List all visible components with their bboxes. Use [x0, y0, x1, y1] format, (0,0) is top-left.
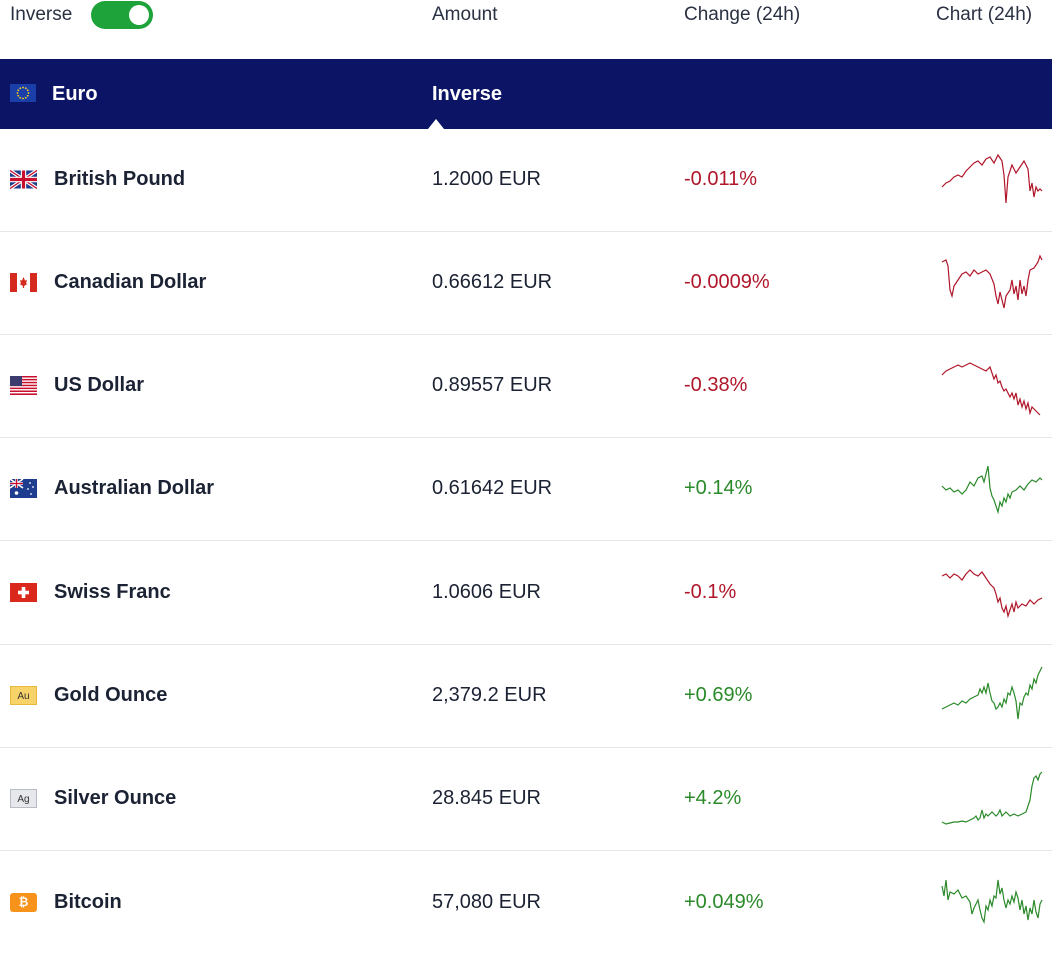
change-value: +4.2% — [684, 787, 742, 809]
base-mode-label: Inverse — [432, 83, 503, 105]
base-currency-bar[interactable]: Euro Inverse — [0, 59, 1052, 129]
flag-eu-icon — [10, 84, 36, 108]
currency-amount: 28.845 EUR — [432, 787, 541, 809]
currency-amount: 57,080 EUR — [432, 891, 541, 913]
gold-au-icon: Au — [10, 686, 37, 705]
currency-name: Silver Ounce — [54, 787, 177, 809]
change-value: -0.1% — [684, 581, 737, 603]
sparkline-chart — [941, 666, 1043, 720]
sparkline-chart — [941, 362, 1041, 416]
change-value: -0.011% — [684, 168, 758, 190]
currency-amount: 1.2000 EUR — [432, 168, 541, 190]
sparkline-chart — [941, 879, 1043, 925]
amount-column-header: Amount — [432, 4, 498, 25]
flag-us-icon — [10, 376, 37, 400]
currency-row-australian-dollar[interactable]: Australian Dollar 0.61642 EUR +0.14% — [0, 438, 1052, 541]
sparkline-chart — [941, 153, 1043, 204]
inverse-toggle[interactable] — [91, 1, 153, 29]
sparkline-chart — [941, 771, 1043, 825]
currency-amount: 0.89557 EUR — [432, 374, 553, 396]
bitcoin-icon: ₿ — [10, 893, 37, 912]
currency-row-silver-ounce[interactable]: Ag Silver Ounce 28.845 EUR +4.2% — [0, 748, 1052, 851]
sparkline-chart — [941, 254, 1043, 309]
change-value: +0.69% — [684, 684, 753, 706]
currency-amount: 1.0606 EUR — [432, 581, 541, 603]
currency-name: Bitcoin — [54, 891, 122, 913]
change-value: +0.14% — [684, 477, 753, 499]
change-value: -0.0009% — [684, 271, 770, 293]
currency-row-british-pound[interactable]: British Pound 1.2000 EUR -0.011% — [0, 129, 1052, 232]
column-indicator — [428, 119, 444, 129]
toggle-knob — [129, 5, 149, 25]
currency-amount: 0.66612 EUR — [432, 271, 553, 293]
change-column-header: Change (24h) — [684, 4, 801, 25]
inverse-label: Inverse — [10, 4, 73, 25]
currency-name: US Dollar — [54, 374, 145, 396]
sparkline-chart — [941, 569, 1043, 619]
silver-ag-icon: Ag — [10, 789, 37, 808]
currency-name: Canadian Dollar — [54, 271, 207, 293]
currency-row-swiss-franc[interactable]: Swiss Franc 1.0606 EUR -0.1% — [0, 542, 1052, 645]
currency-name: British Pound — [54, 168, 186, 190]
base-currency-name: Euro — [52, 83, 98, 105]
chart-column-header: Chart (24h) — [936, 4, 1033, 25]
change-value: +0.049% — [684, 891, 764, 913]
change-value: -0.38% — [684, 374, 748, 396]
currency-name: Swiss Franc — [54, 581, 171, 603]
currency-row-canadian-dollar[interactable]: Canadian Dollar 0.66612 EUR -0.0009% — [0, 232, 1052, 335]
flag-au-icon — [9, 478, 37, 503]
currency-amount: 0.61642 EUR — [432, 477, 553, 499]
currency-amount: 2,379.2 EUR — [432, 684, 547, 706]
flag-ca-icon — [10, 273, 37, 297]
currency-row-us-dollar[interactable]: US Dollar 0.89557 EUR -0.38% — [0, 335, 1052, 438]
flag-ch-icon — [10, 583, 37, 607]
table-header: Inverse Amount Change (24h) Chart (24h) — [0, 0, 1052, 58]
currency-row-gold-ounce[interactable]: Au Gold Ounce 2,379.2 EUR +0.69% — [0, 645, 1052, 748]
sparkline-chart — [941, 465, 1043, 515]
currency-name: Gold Ounce — [54, 684, 168, 706]
currency-row-bitcoin[interactable]: ₿ Bitcoin 57,080 EUR +0.049% — [0, 852, 1052, 955]
flag-gb-icon — [9, 169, 38, 194]
currency-name: Australian Dollar — [54, 477, 215, 499]
